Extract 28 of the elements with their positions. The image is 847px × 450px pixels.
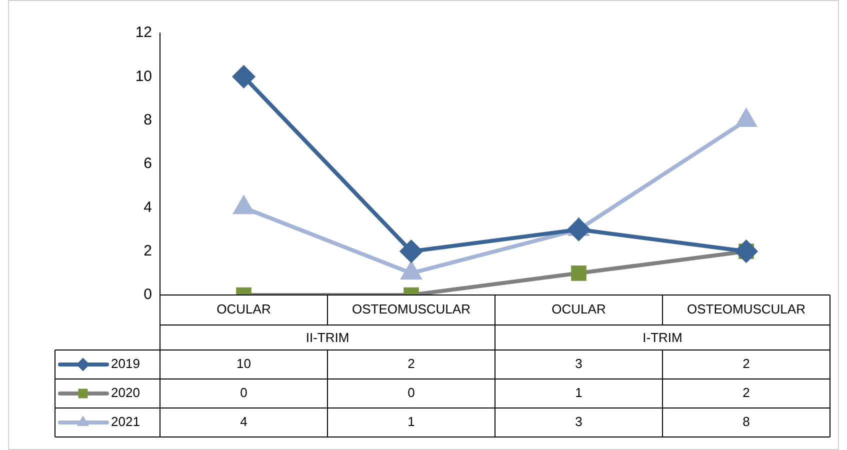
data-label: 4 xyxy=(240,414,248,430)
data-label: 2 xyxy=(742,385,750,400)
y-tick-label: 0 xyxy=(144,286,152,304)
data-label: 3 xyxy=(575,356,582,372)
data-label: 1 xyxy=(575,385,582,400)
y-tick-label: 8 xyxy=(144,111,152,128)
data-label: 8 xyxy=(742,414,750,430)
legend-label: 2021 xyxy=(111,414,140,430)
data-label: 2 xyxy=(742,356,750,372)
y-tick-label: 12 xyxy=(135,24,152,42)
y-tick-label: 2 xyxy=(144,242,152,260)
data-label: 10 xyxy=(236,356,251,372)
x-tick-label: OSTEOMUSCULAR xyxy=(687,302,806,317)
legend-label: 2020 xyxy=(111,385,140,400)
y-tick-label: 6 xyxy=(144,155,152,172)
data-label: 0 xyxy=(408,385,415,400)
x-tick-label: OCULAR xyxy=(552,302,606,317)
data-label: 1 xyxy=(408,414,415,430)
data-label: 0 xyxy=(240,385,248,400)
text: I-TRIM xyxy=(642,330,682,346)
legend-label: 2019 xyxy=(111,356,140,372)
data-label: 3 xyxy=(575,414,582,430)
y-tick-label: 4 xyxy=(144,198,152,216)
x-tick-label: OSTEOMUSCULAR xyxy=(352,302,470,317)
text: II-TRIM xyxy=(306,330,350,346)
data-label: 2 xyxy=(408,356,415,372)
x-tick-label: OCULAR xyxy=(216,302,271,317)
y-tick-label: 10 xyxy=(135,68,152,85)
